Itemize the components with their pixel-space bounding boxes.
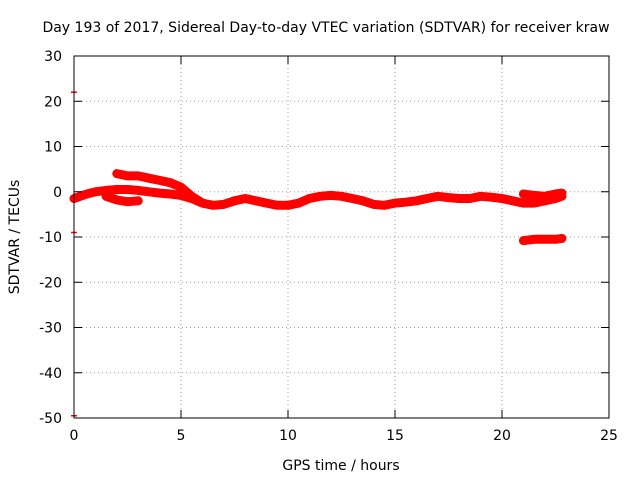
chart-title: Day 193 of 2017, Sidereal Day-to-day VTE… [42, 20, 609, 36]
x-tick-label: 20 [493, 428, 511, 444]
x-tick-label: 0 [70, 428, 79, 444]
y-tick-label: 30 [44, 49, 62, 65]
y-tick-label: -30 [39, 321, 62, 337]
y-tick-label: 20 [44, 94, 62, 110]
y-tick-label: 10 [44, 140, 62, 156]
y-tick-label: 0 [53, 185, 62, 201]
y-tick-label: -20 [39, 275, 62, 291]
x-tick-label: 10 [279, 428, 297, 444]
y-axis-label: SDTVAR / TECUs [7, 180, 23, 295]
y-tick-label: -40 [39, 366, 62, 382]
tick-marks [73, 55, 610, 419]
x-tick-labels: 0 5 10 15 20 25 [70, 428, 618, 444]
series-late-negative-track [518, 233, 567, 246]
x-tick-label: 5 [177, 428, 186, 444]
x-tick-label: 15 [386, 428, 404, 444]
y-tick-labels: -50 -40 -30 -20 -10 0 10 20 30 [39, 49, 62, 427]
x-tick-label: 25 [600, 428, 618, 444]
series-main-track [69, 185, 567, 210]
series-group [69, 91, 567, 417]
series-upper-track [112, 169, 207, 208]
grid [74, 56, 609, 418]
y-tick-label: -10 [39, 230, 62, 246]
series-early-dip-track [101, 191, 143, 207]
x-axis-label: GPS time / hours [282, 458, 399, 474]
y-tick-label: -50 [39, 411, 62, 427]
series-late-upper-track [518, 188, 567, 201]
